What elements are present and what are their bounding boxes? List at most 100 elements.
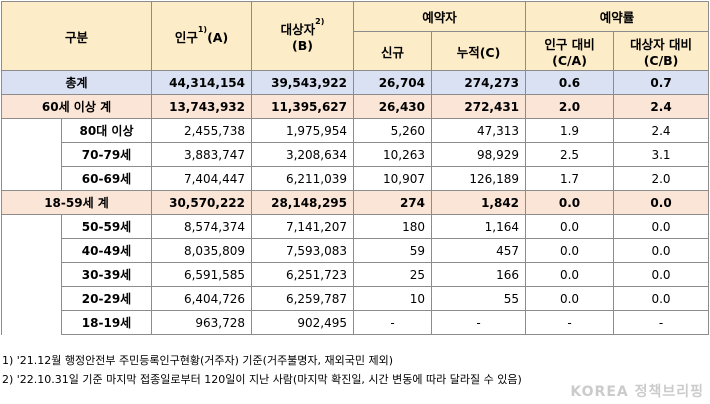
cell-rate-b: 0.0 [613,262,710,287]
cell-cumulative: 47,313 [431,118,527,143]
table-row-group-60plus: 60세 이상 계 13,743,932 11,395,627 26,430 27… [0,94,710,119]
row-label: 70-79세 [60,142,153,167]
cell-rate-b: 3.1 [613,142,710,167]
header-vs-target: 대상자 대비 (C/B) [613,31,710,71]
cell-rate-b: - [613,310,710,335]
row-label: 50-59세 [60,214,153,239]
header-new: 신규 [353,31,433,71]
cell-target: 7,141,207 [251,214,355,239]
cell-population: 13,743,932 [151,94,253,119]
cell-new: 274 [353,190,433,215]
cell-population: 3,883,747 [151,142,253,167]
table-row: 40-49세 8,035,809 7,593,083 59 457 0.0 0.… [2,238,710,263]
cell-target: 1,975,954 [251,118,355,143]
cell-cumulative: 55 [431,286,527,311]
cell-rate-a: 0.0 [525,262,615,287]
cell-rate-b: 0.0 [613,190,710,215]
cell-rate-a: 0.6 [525,70,615,95]
cell-new: 180 [353,214,433,239]
cell-new: 25 [353,262,433,287]
vaccination-reservation-table: 구분 인구1)(A) 대상자2) (B) 예약자 예약률 신규 누적(C) 인구 … [0,1,710,335]
footnote-2: 2) '22.10.31일 기준 마지막 접종일로부터 120일이 지난 사람(… [2,373,522,386]
cell-cumulative: 126,189 [431,166,527,191]
cell-new: 10,907 [353,166,433,191]
cell-cumulative: 1,842 [431,190,527,215]
cell-new: 59 [353,238,433,263]
table-row: 60-69세 7,404,447 6,211,039 10,907 126,18… [2,166,710,191]
cell-population: 8,574,374 [151,214,253,239]
cell-rate-a: 1.9 [525,118,615,143]
row-label: 20-29세 [60,286,153,311]
cell-target: 6,259,787 [251,286,355,311]
cell-cumulative: 457 [431,238,527,263]
row-label: 60세 이상 계 [0,94,153,119]
cell-target: 902,495 [251,310,355,335]
header-vs-population: 인구 대비 (C/A) [525,31,615,71]
table-row: 50-59세 8,574,374 7,141,207 180 1,164 0.0… [1,214,710,335]
cell-rate-a: 0.0 [525,214,615,239]
cell-new: 10 [353,286,433,311]
row-label: 18-19세 [60,310,153,335]
table-row: 80대 이상 2,455,738 1,975,954 5,260 47,313 … [1,118,710,191]
cell-cumulative: 98,929 [431,142,527,167]
cell-rate-a: 2.5 [525,142,615,167]
cell-population: 7,404,447 [151,166,253,191]
cell-rate-a: 0.0 [525,238,615,263]
header-reservations: 예약자 [353,1,527,32]
cell-cumulative: 166 [431,262,527,287]
indent-spacer [1,214,62,335]
row-label: 80대 이상 [60,118,153,143]
cell-population: 6,591,585 [151,262,253,287]
indent-spacer [1,118,62,191]
header-rate: 예약률 [525,1,710,32]
header-row-1: 구분 인구1)(A) 대상자2) (B) 예약자 예약률 [0,1,710,71]
cell-target: 7,593,083 [251,238,355,263]
cell-target: 39,543,922 [251,70,355,95]
footnote-1: 1) '21.12월 행정안전부 주민등록인구현황(거주자) 기준(거주불명자,… [2,354,394,367]
row-label: 60-69세 [60,166,153,191]
header-target: 대상자2) (B) [251,1,355,71]
cell-new: 5,260 [353,118,433,143]
watermark-logo: KOREA 정책브리핑 [570,384,704,400]
cell-cumulative: 272,431 [431,94,527,119]
table-row: 30-39세 6,591,585 6,251,723 25 166 0.0 0.… [2,262,710,287]
cell-rate-b: 2.4 [613,118,710,143]
cell-cumulative: 274,273 [431,70,527,95]
cell-new: 26,704 [353,70,433,95]
header-cumulative: 누적(C) [431,31,527,71]
row-label: 30-39세 [60,262,153,287]
cell-target: 11,395,627 [251,94,355,119]
cell-population: 30,570,222 [151,190,253,215]
footnotes: 1) '21.12월 행정안전부 주민등록인구현황(거주자) 기준(거주불명자,… [2,351,522,389]
cell-new: 10,263 [353,142,433,167]
cell-target: 6,251,723 [251,262,355,287]
cell-target: 28,148,295 [251,190,355,215]
cell-rate-b: 0.0 [613,214,710,239]
cell-rate-a: - [525,310,615,335]
cell-rate-b: 2.4 [613,94,710,119]
header-population: 인구1)(A) [151,1,253,71]
cell-rate-a: 2.0 [525,94,615,119]
cell-population: 6,404,726 [151,286,253,311]
cell-rate-b: 0.7 [613,70,710,95]
table-row-total: 총계 44,314,154 39,543,922 26,704 274,273 … [0,70,710,95]
table-row-group-18-59: 18-59세 계 30,570,222 28,148,295 274 1,842… [0,190,710,215]
cell-population: 963,728 [151,310,253,335]
table-row: 18-19세 963,728 902,495 - - - - [2,310,710,335]
cell-cumulative: - [431,310,527,335]
cell-target: 3,208,634 [251,142,355,167]
cell-target: 6,211,039 [251,166,355,191]
cell-new: 26,430 [353,94,433,119]
row-label: 총계 [0,70,153,95]
cell-rate-a: 0.0 [525,190,615,215]
cell-population: 2,455,738 [151,118,253,143]
row-label: 18-59세 계 [0,190,153,215]
cell-cumulative: 1,164 [431,214,527,239]
header-row-2: 신규 누적(C) 인구 대비 (C/A) 대상자 대비 (C/B) [2,31,710,71]
cell-rate-a: 0.0 [525,286,615,311]
cell-population: 44,314,154 [151,70,253,95]
cell-new: - [353,310,433,335]
cell-rate-b: 2.0 [613,166,710,191]
cell-rate-a: 1.7 [525,166,615,191]
cell-population: 8,035,809 [151,238,253,263]
